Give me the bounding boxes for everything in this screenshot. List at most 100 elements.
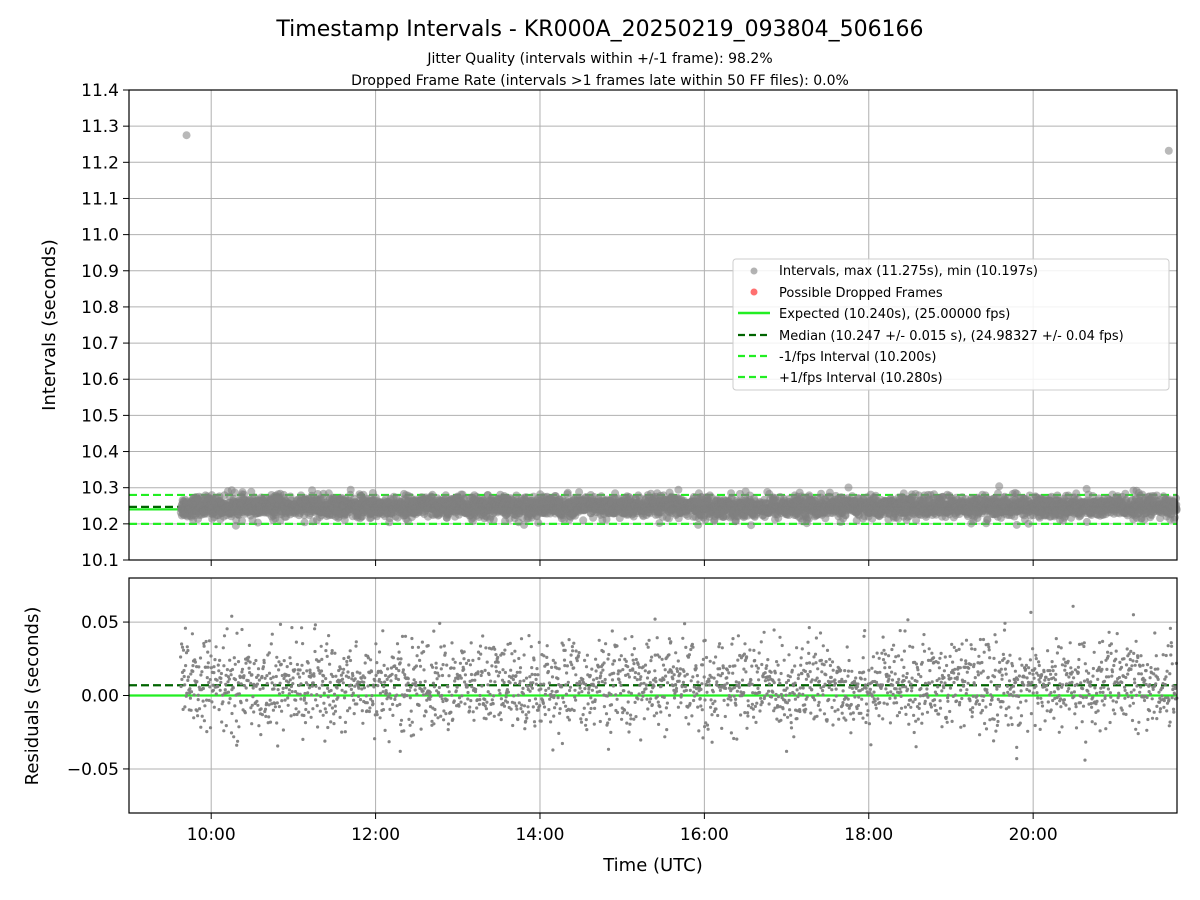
data-point xyxy=(324,649,328,653)
data-point xyxy=(248,660,252,664)
data-point xyxy=(256,667,261,671)
data-point xyxy=(222,729,226,733)
data-point xyxy=(202,719,206,723)
data-point xyxy=(419,727,423,731)
data-point xyxy=(674,485,683,494)
data-point xyxy=(436,716,440,720)
data-point xyxy=(212,665,216,669)
data-point xyxy=(223,688,227,692)
data-point xyxy=(379,680,383,685)
data-point xyxy=(307,686,311,690)
data-point xyxy=(442,718,446,722)
data-point xyxy=(363,676,367,680)
data-point xyxy=(445,698,449,702)
data-point xyxy=(912,516,921,525)
data-point xyxy=(330,706,334,710)
data-point xyxy=(224,724,228,728)
data-point xyxy=(183,705,187,709)
data-point xyxy=(342,696,347,700)
data-point xyxy=(399,723,403,727)
data-point xyxy=(208,678,212,682)
data-point xyxy=(243,711,247,715)
legend-marker-intervals xyxy=(750,267,758,275)
data-point xyxy=(388,707,392,712)
data-point xyxy=(383,728,387,733)
data-point xyxy=(180,645,185,649)
data-point xyxy=(432,685,436,689)
data-point xyxy=(442,644,446,648)
data-point xyxy=(439,714,443,718)
data-point xyxy=(233,678,238,682)
data-point xyxy=(179,655,183,659)
data-point xyxy=(265,681,269,686)
data-point xyxy=(351,691,355,695)
data-point xyxy=(352,712,356,716)
data-point xyxy=(182,674,186,679)
data-point xyxy=(401,668,405,672)
data-point xyxy=(233,662,237,666)
data-point xyxy=(276,688,280,692)
data-point xyxy=(231,686,235,690)
data-point xyxy=(214,645,218,649)
y-tick-label: 11.4 xyxy=(81,81,119,101)
data-point xyxy=(278,622,283,627)
data-point xyxy=(283,698,287,702)
data-point xyxy=(389,696,393,700)
data-point xyxy=(215,678,219,682)
data-point xyxy=(238,516,246,525)
data-point xyxy=(290,690,294,694)
data-point xyxy=(396,657,400,661)
data-point xyxy=(189,672,193,676)
data-point xyxy=(198,656,203,660)
data-point xyxy=(326,695,330,699)
data-point xyxy=(423,686,427,690)
data-point xyxy=(804,514,813,523)
data-point xyxy=(303,691,307,696)
data-point xyxy=(261,686,265,690)
data-point xyxy=(329,720,333,724)
data-point xyxy=(377,677,381,682)
data-point xyxy=(192,693,196,697)
data-point xyxy=(199,725,203,729)
data-point xyxy=(226,690,231,694)
data-point xyxy=(239,701,243,705)
data-point xyxy=(214,692,218,696)
data-point xyxy=(362,686,366,690)
data-point xyxy=(423,679,427,684)
data-point xyxy=(534,518,543,527)
data-point xyxy=(267,715,271,719)
chart-subtitle-jitter: Jitter Quality (intervals within +/-1 fr… xyxy=(426,51,772,67)
data-point xyxy=(262,661,266,665)
data-point xyxy=(395,642,400,646)
data-point xyxy=(183,626,187,630)
data-point xyxy=(325,642,329,646)
data-point xyxy=(418,680,422,685)
data-point xyxy=(219,671,223,676)
data-point xyxy=(216,663,220,667)
data-point xyxy=(287,692,291,696)
data-point xyxy=(277,660,281,664)
data-point xyxy=(361,721,365,725)
data-point xyxy=(289,661,293,666)
data-point xyxy=(1024,519,1033,528)
data-point xyxy=(251,695,255,699)
data-point xyxy=(440,673,445,678)
data-point xyxy=(338,715,342,720)
data-point xyxy=(415,692,419,696)
data-point xyxy=(179,684,183,689)
data-point xyxy=(414,664,418,668)
data-point xyxy=(396,677,401,682)
data-point xyxy=(407,663,411,667)
data-point xyxy=(289,684,293,689)
data-point xyxy=(410,645,415,650)
data-point xyxy=(433,707,437,712)
data-point xyxy=(388,692,392,696)
data-point xyxy=(995,482,1004,491)
data-point xyxy=(355,702,359,706)
data-point xyxy=(225,627,229,631)
data-point xyxy=(252,662,256,666)
data-point xyxy=(332,712,336,716)
data-point xyxy=(302,713,306,718)
data-point xyxy=(391,713,395,718)
